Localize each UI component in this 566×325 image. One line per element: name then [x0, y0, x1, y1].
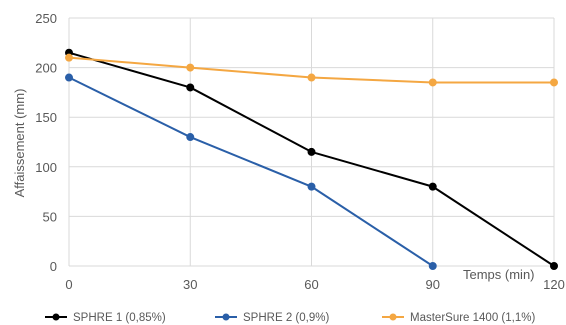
data-point — [428, 78, 437, 87]
data-point — [307, 73, 316, 82]
data-point — [186, 133, 195, 142]
x-tick-label: 30 — [183, 277, 197, 292]
legend-marker — [389, 313, 397, 321]
data-point — [65, 53, 73, 62]
x-tick-label: 90 — [426, 277, 440, 292]
y-tick-label: 200 — [35, 61, 57, 76]
x-tick-label: 0 — [65, 277, 72, 292]
legend-marker — [222, 313, 230, 321]
legend-marker — [52, 313, 60, 321]
y-tick-label: 150 — [35, 110, 57, 125]
series-layer — [65, 48, 558, 270]
legend-label: MasterSure 1400 (1,1%) — [410, 312, 535, 324]
y-tick-label: 250 — [35, 11, 57, 26]
series-line — [68, 76, 434, 267]
legend: SPHRE 1 (0,85%) SPHRE 2 (0,9%) MasterSure … — [45, 312, 535, 324]
y-tick-labels: 0 50 100 150 200 250 — [35, 11, 57, 274]
x-tick-label: 120 — [543, 277, 565, 292]
y-tick-label: 100 — [35, 160, 57, 175]
data-point — [550, 262, 558, 270]
data-point — [186, 83, 195, 92]
grid — [68, 17, 555, 267]
x-tick-label: 60 — [304, 277, 318, 292]
x-axis-title: Temps (min) — [463, 267, 535, 282]
data-point — [550, 78, 558, 87]
data-point — [186, 63, 195, 72]
data-point — [428, 182, 437, 191]
data-point — [307, 147, 316, 156]
data-point — [428, 262, 437, 270]
legend-label: SPHRE 1 (0,85%) — [73, 312, 166, 324]
y-tick-label: 0 — [50, 259, 57, 274]
y-axis-title: Affaissement (mm) — [12, 89, 27, 198]
data-point — [307, 182, 316, 191]
legend-label: SPHRE 2 (0,9%) — [243, 312, 329, 324]
y-tick-label: 50 — [43, 209, 57, 224]
data-point — [65, 73, 73, 82]
x-tick-labels: 0 30 60 90 120 — [65, 277, 564, 292]
